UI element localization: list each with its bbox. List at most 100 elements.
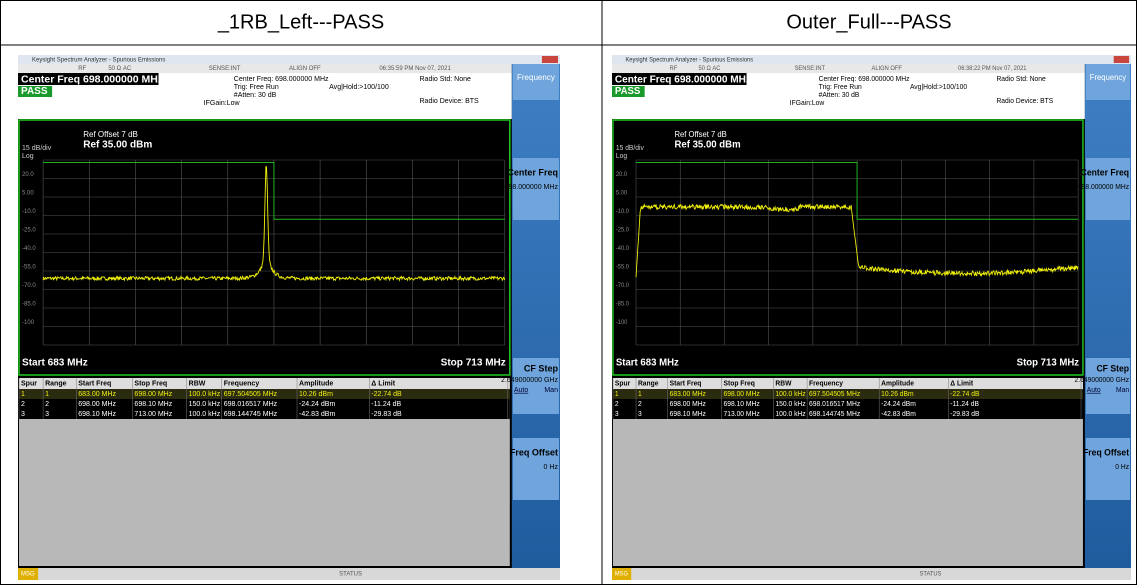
softkey-label: Center Freq: [507, 167, 558, 177]
ref-offset: Ref Offset 7 dB: [674, 130, 726, 139]
radio-info: Radio Device: BTS: [996, 98, 1053, 105]
table-cell: 2: [638, 401, 642, 408]
table-cell: 10.26 dBm: [881, 391, 914, 398]
softkey-label: Freq Offset: [1083, 447, 1129, 457]
y-axis-label: -10.0: [22, 209, 36, 215]
setting: Center Freq: 698.000000 MHz: [819, 76, 910, 83]
setting: Trig: Free Run: [819, 84, 862, 91]
table-header: Range: [45, 380, 67, 387]
table-header: Range: [638, 380, 659, 387]
softkey-value: 698.000000 MHz: [1078, 184, 1130, 191]
table-header: Frequency: [809, 380, 843, 387]
table-cell: -42.83 dBm: [881, 411, 916, 418]
softkey-label: CF Step: [1096, 363, 1129, 373]
table-cell: 698.00 MHz: [78, 401, 116, 408]
softkey-title: Frequency: [517, 73, 555, 82]
table-header: Start Freq: [78, 380, 111, 387]
table-cell: 683.00 MHz: [670, 391, 707, 398]
table-cell: -29.83 dB: [371, 411, 402, 418]
start-freq: Start 683 MHz: [616, 357, 679, 368]
footer-label: MSG: [615, 571, 629, 577]
analyzer-screenshot: Keysight Spectrum Analyzer - Spurious Em…: [612, 55, 1131, 580]
table-header: Start Freq: [670, 380, 702, 387]
status-item: ALIGN OFF: [872, 66, 903, 72]
table-cell: 698.10 MHz: [723, 401, 760, 408]
softkey-option: Man: [544, 387, 558, 394]
page: _1RB_Left---PASS Keysight Spectrum Analyz…: [0, 0, 1137, 585]
softkey-option: Auto: [1087, 387, 1101, 394]
y-axis-label: 20.0: [22, 172, 34, 178]
y-axis-label: -70.0: [616, 283, 630, 289]
softkey-label: CF Step: [524, 363, 559, 373]
table-cell: 698.10 MHz: [134, 401, 172, 408]
analyzer-screenshot: Keysight Spectrum Analyzer - Spurious Em…: [18, 55, 560, 580]
log-label: Log: [22, 153, 34, 160]
table-cell: 698.00 MHz: [134, 391, 172, 398]
ref-offset: Ref Offset 7 dB: [83, 130, 138, 139]
y-axis-label: -100: [22, 320, 35, 326]
softkey-value: 2.649000000 GHz: [1075, 377, 1130, 384]
table-cell: 3: [638, 411, 642, 418]
measurement: Center Freq 698.000000 MHz: [21, 73, 163, 85]
table-header: Stop Freq: [723, 380, 754, 387]
y-axis-label: -100: [616, 320, 628, 326]
table-cell: 100.0 kHz: [775, 391, 806, 398]
softkey-value: 698.000000 MHz: [505, 184, 559, 191]
y-axis-label: 20.0: [616, 172, 628, 178]
table-cell: 697.504505 MHz: [809, 391, 861, 398]
table-cell: 150.0 kHz: [775, 401, 806, 408]
footer-label: MSG: [21, 572, 35, 578]
table-cell: 10.26 dBm: [299, 391, 333, 398]
softkey-label: Center Freq: [1081, 167, 1129, 177]
table-cell: 698.016517 MHz: [809, 401, 861, 408]
window-close: [1114, 56, 1129, 63]
table-cell: 2: [615, 401, 619, 408]
scale: 15 dB/div: [616, 145, 645, 152]
table-cell: -11.24 dB: [371, 401, 401, 408]
column-heading: Outer_Full---PASS: [786, 11, 951, 33]
y-axis-label: -25.0: [616, 227, 630, 233]
table-cell: -11.24 dB: [950, 401, 979, 408]
column-heading: _1RB_Left---PASS: [217, 11, 384, 33]
table-header: Spur: [615, 380, 631, 387]
stop-freq: Stop 713 MHz: [441, 358, 506, 369]
table-cell: 3: [45, 411, 49, 418]
table-header: Δ Limit: [371, 380, 395, 387]
graph-frame: [19, 120, 510, 375]
stop-freq: Stop 713 MHz: [1017, 357, 1080, 368]
table-header: Amplitude: [881, 380, 914, 387]
footer-bar: [612, 568, 1131, 580]
table-cell: 150.0 kHz: [189, 401, 221, 408]
log-label: Log: [616, 153, 627, 160]
table-cell: 698.00 MHz: [670, 401, 707, 408]
result: PASS: [615, 86, 641, 97]
softkey-option: Man: [1116, 387, 1129, 394]
table-header: RBW: [189, 380, 206, 387]
radio-info: Radio Std: None: [996, 76, 1046, 83]
setting: #Atten: 30 dB: [234, 92, 277, 99]
footer-bar: [18, 568, 560, 580]
window-title: Keysight Spectrum Analyzer - Spurious Em…: [625, 57, 753, 63]
table-cell: -29.83 dB: [950, 411, 980, 418]
table-header: RBW: [775, 380, 792, 387]
table-cell: 698.016517 MHz: [224, 401, 278, 408]
table-header: Δ Limit: [950, 380, 973, 387]
scale: 15 dB/div: [22, 145, 52, 152]
graph-frame: [613, 120, 1083, 375]
table-cell: 1: [638, 391, 642, 398]
radio-info: Radio Std: None: [419, 76, 471, 83]
y-axis-label: -70.0: [22, 283, 36, 289]
table-cell: 683.00 MHz: [78, 391, 116, 398]
table-cell: -42.83 dBm: [299, 411, 335, 418]
footer-label: STATUS: [339, 572, 362, 578]
table-cell: 698.00 MHz: [723, 391, 760, 398]
table-cell: 2: [45, 401, 49, 408]
y-axis-label: -10.0: [616, 209, 630, 215]
measurement: Center Freq 698.000000 MHz: [615, 74, 751, 85]
table-header: Spur: [21, 380, 37, 387]
ref-level: Ref 35.00 dBm: [83, 140, 152, 151]
setting: IFGain:Low: [790, 100, 824, 107]
setting: IFGain:Low: [204, 100, 241, 107]
softkey-label: Freq Offset: [510, 447, 558, 457]
y-axis-label: -40.0: [616, 246, 630, 252]
